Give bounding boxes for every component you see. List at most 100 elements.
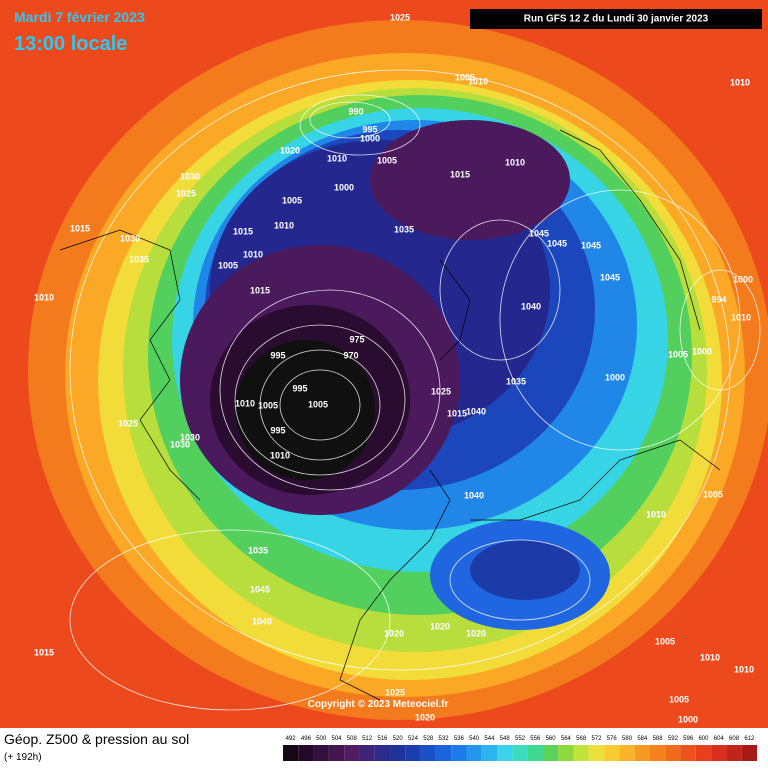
- pressure-label: 1005: [282, 195, 302, 205]
- pressure-label: 1015: [250, 285, 270, 295]
- pressure-label: 1035: [506, 376, 526, 386]
- colorbar-tick-label: 580: [622, 736, 633, 742]
- colorbar-tick-label: 548: [500, 736, 511, 742]
- colorbar-tick-label: 564: [561, 736, 572, 742]
- field-band: [470, 540, 580, 600]
- pressure-label: 1010: [468, 76, 488, 86]
- pressure-label: 990: [348, 106, 363, 116]
- pressure-label: 1005: [377, 155, 397, 165]
- pressure-label: 1035: [129, 254, 149, 264]
- colorbar-tick-label: 600: [698, 736, 709, 742]
- pressure-label: 1020: [384, 628, 404, 638]
- run-box: [470, 9, 762, 29]
- color-swatch: [497, 745, 513, 761]
- pressure-label: 1020: [280, 145, 300, 155]
- colorbar-tick-label: 592: [668, 736, 679, 742]
- color-swatch: [588, 745, 605, 761]
- pressure-label: 1010: [505, 157, 525, 167]
- pressure-label: 1025: [431, 386, 451, 396]
- pressure-label: 1005: [218, 260, 238, 270]
- pressure-label: 1015: [70, 223, 90, 233]
- color-swatch: [695, 745, 712, 761]
- pressure-label: 1040: [464, 490, 484, 500]
- color-swatch: [649, 745, 666, 761]
- run-info: Run GFS 12 Z du Lundi 30 janvier 2023: [524, 14, 709, 25]
- color-swatch: [466, 745, 482, 761]
- colorbar-tick-label: 552: [515, 736, 526, 742]
- color-swatch: [512, 745, 528, 761]
- pressure-label: 1020: [415, 712, 435, 722]
- local-time: 13:00 locale: [14, 33, 127, 55]
- colorbar-tick-label: 512: [362, 736, 373, 742]
- pressure-label: 1030: [180, 432, 200, 442]
- pressure-label: 1020: [466, 628, 486, 638]
- pressure-label: 970: [343, 350, 358, 360]
- color-swatch: [573, 745, 589, 761]
- colorbar-tick-label: 608: [729, 736, 740, 742]
- field-band: [235, 340, 375, 480]
- color-swatch: [359, 745, 375, 761]
- colorbar-tick-label: 540: [469, 736, 480, 742]
- colorbar-tick-label: 584: [637, 736, 648, 742]
- pressure-label: 1005: [258, 400, 278, 410]
- pressure-label: 1015: [233, 226, 253, 236]
- colorbar-tick-label: 492: [286, 736, 297, 742]
- pressure-label: 1005: [455, 72, 475, 82]
- colorbar-tick-label: 532: [439, 736, 450, 742]
- colorbar-tick-label: 572: [591, 736, 602, 742]
- pressure-label: 995: [362, 124, 377, 134]
- pressure-label: 1000: [334, 182, 354, 192]
- pressure-label: 1005: [655, 636, 675, 646]
- pressure-label: 1030: [120, 233, 140, 243]
- pressure-label: 995: [270, 425, 285, 435]
- pressure-label: 1025: [390, 12, 410, 22]
- date: Mardi 7 février 2023: [14, 9, 145, 25]
- color-swatch: [344, 745, 360, 761]
- pressure-label: 995: [292, 383, 307, 393]
- pressure-label: 1010: [34, 292, 54, 302]
- color-swatch: [390, 745, 406, 761]
- pressure-label: 1045: [250, 584, 270, 594]
- colorbar-tick-label: 516: [377, 736, 388, 742]
- color-swatch: [558, 745, 574, 761]
- color-swatch: [726, 745, 742, 761]
- legend-title: Géop. Z500 & pression au sol: [4, 731, 189, 747]
- pressure-label: 1010: [731, 312, 751, 322]
- color-swatch: [680, 745, 696, 761]
- color-swatch: [634, 745, 650, 761]
- pressure-label: 1000: [360, 133, 380, 143]
- pressure-label: 975: [349, 334, 364, 344]
- pressure-label: 1040: [252, 616, 272, 626]
- colorbar-tick-label: 524: [408, 736, 419, 742]
- pressure-label: 1000: [678, 714, 698, 724]
- color-swatch: [328, 745, 345, 761]
- pressure-label: 1000: [605, 372, 625, 382]
- color-swatch: [542, 745, 559, 761]
- colorbar-tick-label: 568: [576, 736, 587, 742]
- colorbar-tick-label: 576: [607, 736, 618, 742]
- pressure-label: 1000: [692, 346, 712, 356]
- pressure-label: 1010: [700, 652, 720, 662]
- pressure-label: 1030: [170, 439, 190, 449]
- colorbar-tick-label: 536: [454, 736, 465, 742]
- pressure-label: 1025: [385, 687, 405, 697]
- copyright: Copyright © 2023 Meteociel.fr: [308, 699, 449, 710]
- color-swatch: [298, 745, 314, 761]
- colorbar-tick-label: 508: [347, 736, 358, 742]
- color-swatch: [665, 745, 681, 761]
- pressure-label: 1035: [394, 224, 414, 234]
- color-swatch: [604, 745, 620, 761]
- pressure-label: 1010: [646, 509, 666, 519]
- legend-subtitle: (+ 192h): [4, 752, 42, 763]
- pressure-label: 1020: [430, 621, 450, 631]
- pressure-label: 1015: [447, 408, 467, 418]
- coastlines: [59, 129, 721, 701]
- colorbar-tick-label: 496: [301, 736, 312, 742]
- field-band: [370, 120, 570, 240]
- pressure-label: 1030: [180, 171, 200, 181]
- pressure-label: 1010: [235, 398, 255, 408]
- colorbar-tick-label: 556: [530, 736, 541, 742]
- colorbar: 492 496 500 504 508 512 516 520 524 528 532 536 540 5…: [283, 736, 757, 761]
